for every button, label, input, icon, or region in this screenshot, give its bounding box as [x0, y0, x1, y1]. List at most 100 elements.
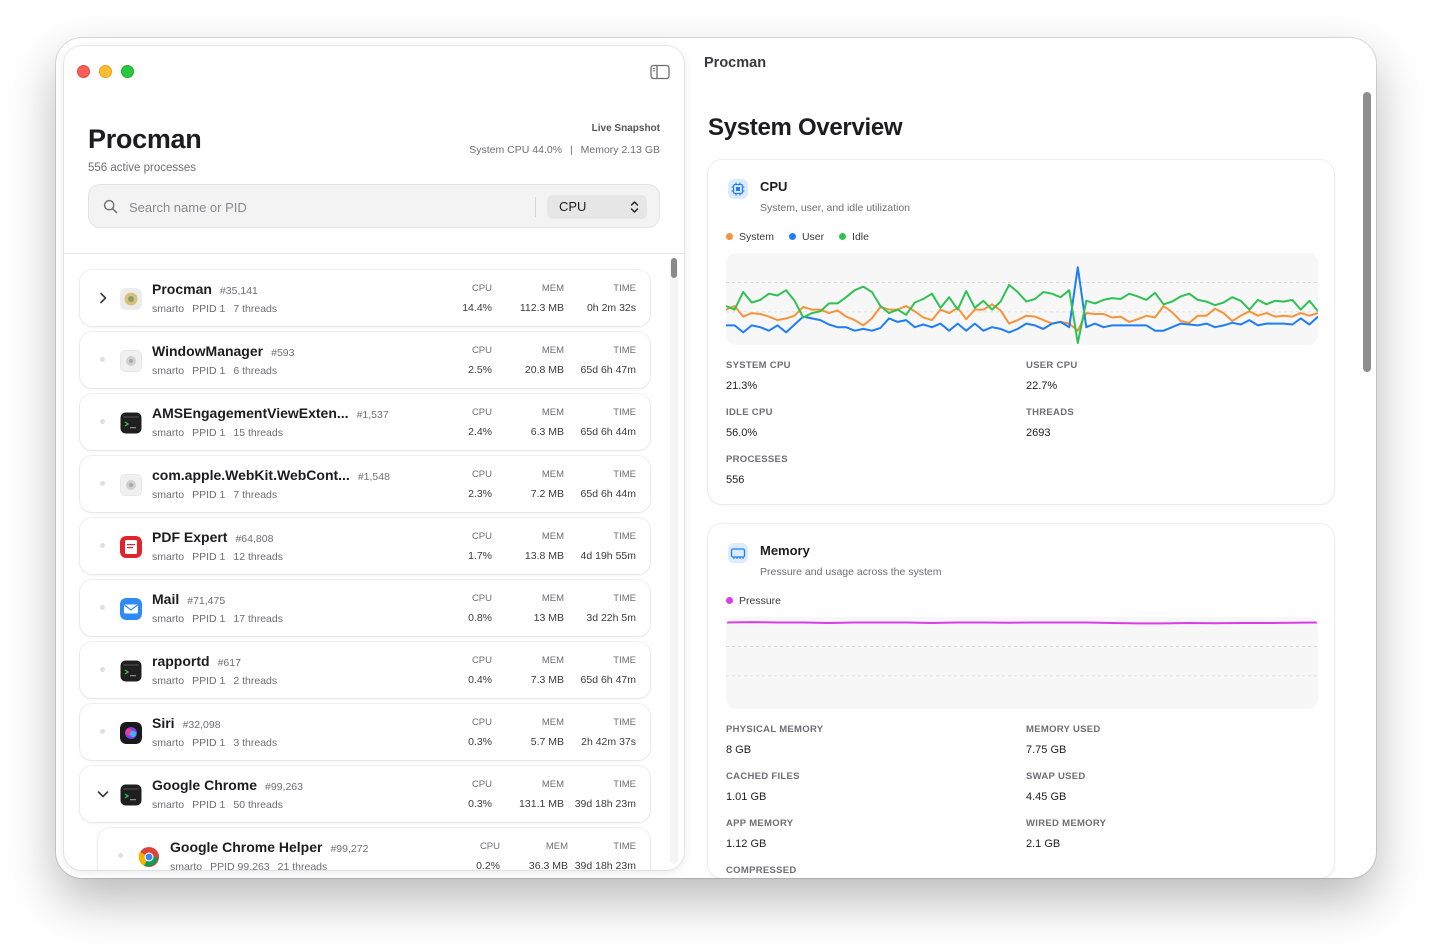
cpu-chip-icon: [728, 179, 748, 199]
process-threads: 50 threads: [233, 799, 283, 811]
process-ppid: PPID 1: [192, 551, 226, 563]
process-name: WindowManager #593: [152, 343, 294, 359]
cpu-column-label: CPU: [471, 469, 492, 480]
process-threads: 21 threads: [277, 861, 328, 870]
process-name-text: PDF Expert: [152, 529, 228, 545]
time-column: TIME 4d 19h 55m: [581, 531, 636, 562]
process-threads: 12 threads: [233, 551, 283, 563]
minimize-window-button[interactable]: [99, 65, 112, 78]
process-row[interactable]: Mail #71,475 smarto PPID 1 17 threads CPU 0.8%…: [80, 580, 650, 636]
cpu-column-label: CPU: [471, 593, 492, 604]
process-meta: smarto PPID 1 12 threads: [152, 551, 283, 563]
mem-column-label: MEM: [541, 283, 564, 294]
active-process-count: 556 active processes: [88, 162, 197, 174]
process-ppid: PPID 99,263: [210, 861, 270, 870]
mem-column: MEM 13 MB: [534, 593, 564, 624]
process-threads: 7 threads: [233, 303, 278, 315]
process-row[interactable]: Google Chrome #99,263 smarto PPID 1 50 threa…: [80, 766, 650, 822]
stat-compressed: COMPRESSED: [726, 865, 797, 878]
process-ppid: PPID 1: [192, 613, 226, 625]
stat-value: 8 GB: [726, 744, 752, 756]
stat-label: APP MEMORY: [726, 818, 794, 829]
process-list-scroll-thumb[interactable]: [671, 258, 677, 278]
process-pid: #32,098: [182, 719, 221, 731]
stat-label: PROCESSES: [726, 454, 788, 465]
main-scrollbar[interactable]: [1362, 92, 1372, 858]
cpu-value: 1.7%: [468, 550, 492, 562]
status-dot: [100, 481, 105, 486]
process-threads: 6 threads: [233, 365, 278, 377]
time-value: 3d 22h 5m: [586, 612, 636, 624]
status-dot: [118, 853, 123, 858]
process-name-text: Google Chrome Helper: [170, 839, 323, 855]
mem-value: 112.3 MB: [519, 302, 564, 314]
process-row[interactable]: rapportd #617 smarto PPID 1 2 threads CPU 0.4%…: [80, 642, 650, 698]
process-pid: #99,263: [265, 781, 303, 793]
process-user: smarto: [152, 799, 185, 811]
time-value: 2h 42m 37s: [581, 736, 636, 748]
time-column: TIME 65d 6h 44m: [581, 407, 636, 438]
time-column-label: TIME: [613, 469, 636, 480]
time-column: TIME 3d 22h 5m: [586, 593, 636, 624]
process-user: smarto: [152, 675, 185, 687]
sort-select[interactable]: CPU: [547, 195, 647, 219]
status-dot: [100, 357, 105, 362]
stat-threads: THREADS 2693: [1026, 407, 1074, 439]
process-row[interactable]: com.apple.WebKit.WebCont... #1,548 smarto P…: [80, 456, 650, 512]
mem-column: MEM 7.2 MB: [531, 469, 564, 500]
mem-column: MEM 20.8 MB: [525, 345, 564, 376]
time-column: TIME 0h 2m 32s: [587, 283, 636, 314]
stat-cached-files: CACHED FILES 1.01 GB: [726, 771, 800, 803]
process-row[interactable]: Siri #32,098 smarto PPID 1 3 threads CPU 0.3% M…: [80, 704, 650, 760]
time-column-label: TIME: [613, 593, 636, 604]
mem-column-label: MEM: [541, 717, 564, 728]
mem-column: MEM 5.7 MB: [531, 717, 564, 748]
process-name-text: Procman: [152, 281, 212, 297]
mem-value: 36.3 MB: [528, 860, 568, 870]
time-column-label: TIME: [613, 655, 636, 666]
time-value: 0h 2m 32s: [586, 302, 636, 314]
status-dot: [100, 729, 105, 734]
cpu-column-label: CPU: [471, 655, 492, 666]
mem-value: 7.2 MB: [530, 488, 564, 500]
process-row[interactable]: WindowManager #593 smarto PPID 1 6 threads CP…: [80, 332, 650, 388]
process-meta: smarto PPID 1 50 threads: [152, 799, 283, 811]
mem-column-label: MEM: [541, 345, 564, 356]
process-pid: #1,537: [356, 409, 389, 421]
process-threads: 15 threads: [233, 427, 283, 439]
process-row[interactable]: Google Chrome Helper #99,272 smarto PPID 99…: [98, 828, 650, 870]
main-scroll-thumb[interactable]: [1363, 92, 1371, 372]
process-row[interactable]: PDF Expert #64,808 smarto PPID 1 12 threads C…: [80, 518, 650, 574]
close-window-button[interactable]: [77, 65, 90, 78]
process-pid: #35,141: [219, 285, 258, 297]
system-cpu-stat: System CPU 44.0%: [469, 144, 563, 156]
sidebar-toggle-icon[interactable]: [650, 64, 670, 80]
cpu-column-label: CPU: [479, 841, 500, 852]
process-user: smarto: [152, 613, 185, 625]
time-column: TIME 2h 42m 37s: [581, 717, 636, 748]
cpu-card: CPU System, user, and idle utilization S…: [708, 160, 1334, 504]
legend-item-system: System: [726, 231, 774, 243]
process-user: smarto: [170, 861, 203, 870]
process-list: Procman #35,141 smarto PPID 1 7 threads CPU 14…: [64, 254, 684, 870]
search-input[interactable]: [129, 197, 509, 217]
mem-column-label: MEM: [541, 593, 564, 604]
cpu-value: 0.8%: [468, 612, 492, 624]
chevron-right-icon[interactable]: [96, 291, 110, 305]
process-list-scrollbar[interactable]: [670, 256, 678, 864]
time-value: 4d 19h 55m: [580, 550, 636, 562]
cpu-card-subtitle: System, user, and idle utilization: [760, 202, 910, 214]
process-meta: smarto PPID 1 17 threads: [152, 613, 283, 625]
process-row[interactable]: Procman #35,141 smarto PPID 1 7 threads CPU 14…: [80, 270, 650, 326]
process-name-text: rapportd: [152, 653, 210, 669]
memory-stat: Memory 2.13 GB: [580, 144, 660, 156]
mem-column-label: MEM: [541, 469, 564, 480]
process-row[interactable]: AMSEngagementViewExten... #1,537 smarto PPI…: [80, 394, 650, 450]
mem-column: MEM 36.3 MB: [529, 841, 568, 870]
zoom-window-button[interactable]: [121, 65, 134, 78]
mem-column-label: MEM: [541, 655, 564, 666]
time-column-label: TIME: [613, 345, 636, 356]
cpu-column-label: CPU: [471, 345, 492, 356]
time-column-label: TIME: [613, 717, 636, 728]
chevron-down-icon[interactable]: [96, 787, 110, 801]
